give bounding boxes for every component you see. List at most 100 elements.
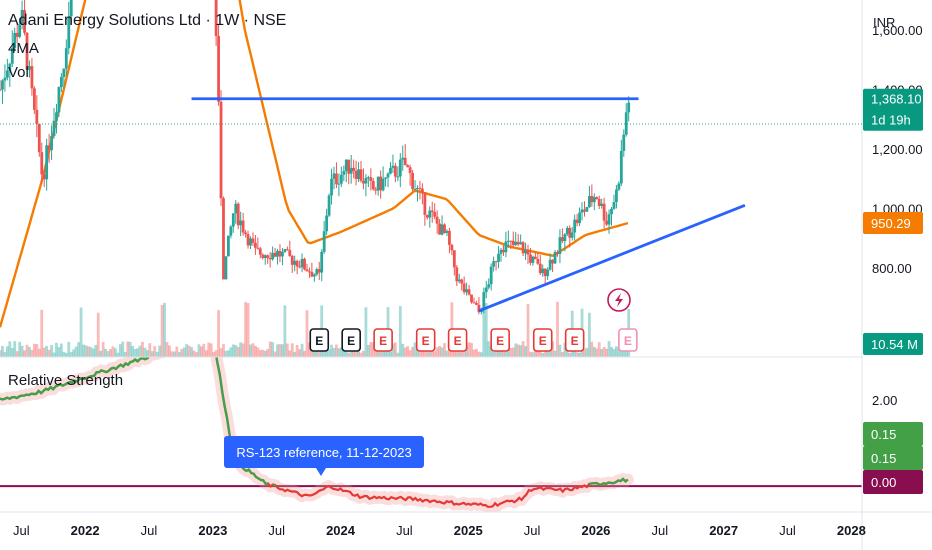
volume-bar bbox=[467, 342, 471, 357]
volume-bar bbox=[465, 346, 469, 357]
volume-bar bbox=[99, 350, 103, 357]
volume-bar bbox=[114, 348, 117, 357]
volume-bar bbox=[197, 344, 201, 357]
svg-text:E: E bbox=[571, 334, 579, 348]
earnings-marker[interactable]: E bbox=[415, 328, 436, 352]
volume-bar bbox=[150, 351, 154, 357]
volume-bar bbox=[519, 345, 523, 357]
candle-body bbox=[3, 77, 7, 81]
ma-indicator-label[interactable]: 4MA bbox=[8, 40, 39, 57]
support-trendline[interactable] bbox=[478, 203, 746, 313]
currency-label[interactable]: INR bbox=[873, 15, 895, 30]
lightning-icon[interactable] bbox=[607, 288, 631, 312]
volume-bar bbox=[438, 346, 441, 357]
candle-body bbox=[551, 259, 554, 264]
candle-body bbox=[327, 195, 331, 216]
volume-bar bbox=[494, 351, 498, 357]
volume-bar bbox=[293, 351, 297, 357]
volume-bar bbox=[362, 350, 365, 357]
time-tick-label: Jul bbox=[779, 523, 796, 538]
volume-bar bbox=[13, 341, 17, 357]
volume-bar bbox=[553, 350, 557, 357]
candle-body bbox=[477, 304, 481, 313]
candle-body bbox=[428, 210, 432, 218]
volume-bar bbox=[55, 342, 58, 357]
volume-bar bbox=[330, 344, 333, 357]
volume-bar bbox=[583, 348, 586, 357]
chart-title[interactable]: Adani Energy Solutions Ltd · 1W · NSE bbox=[8, 12, 287, 29]
earnings-marker[interactable]: E bbox=[564, 328, 585, 352]
volume-bar bbox=[624, 348, 628, 357]
earnings-marker[interactable]: E bbox=[309, 328, 330, 352]
candle-body bbox=[330, 178, 333, 196]
volume-bar bbox=[411, 346, 414, 357]
volume-bar bbox=[398, 306, 402, 357]
svg-text:E: E bbox=[422, 334, 430, 348]
candle-body bbox=[315, 269, 319, 275]
volume-bar bbox=[145, 350, 149, 357]
earnings-marker[interactable]: E bbox=[618, 328, 638, 352]
candle-body bbox=[607, 214, 611, 225]
volume-bar bbox=[335, 344, 338, 357]
candle-body bbox=[602, 203, 606, 221]
grid bbox=[0, 0, 862, 550]
candle-body bbox=[386, 173, 390, 178]
volume-indicator-label[interactable]: Vol bbox=[8, 64, 29, 81]
candle-body bbox=[502, 249, 505, 253]
volume-bar bbox=[172, 351, 176, 357]
volume-bar bbox=[588, 312, 591, 357]
candle-body bbox=[0, 89, 2, 91]
candle-body bbox=[266, 255, 270, 259]
svg-text:E: E bbox=[624, 334, 632, 348]
volume-bar bbox=[177, 352, 181, 357]
candle-body bbox=[226, 235, 230, 257]
candle-body bbox=[42, 174, 46, 180]
trendlines[interactable] bbox=[191, 97, 746, 313]
volume-bar bbox=[69, 352, 73, 357]
volume-bar bbox=[403, 347, 407, 357]
candle-body bbox=[597, 199, 601, 206]
rs-indicator-label[interactable]: Relative Strength bbox=[8, 372, 124, 389]
svg-text:1d 19h: 1d 19h bbox=[871, 113, 911, 128]
candle-body bbox=[521, 242, 525, 254]
candle-body bbox=[256, 247, 260, 249]
earnings-marker[interactable]: E bbox=[447, 328, 468, 352]
candle-body bbox=[298, 266, 302, 268]
volume-bar bbox=[261, 349, 265, 357]
candle-body bbox=[37, 124, 41, 153]
earnings-marker[interactable]: E bbox=[532, 328, 553, 352]
candle-body bbox=[482, 292, 486, 310]
volume-bar bbox=[32, 343, 36, 357]
earnings-marker[interactable]: E bbox=[341, 328, 361, 352]
candle-body bbox=[457, 279, 461, 282]
volume-bar bbox=[585, 347, 589, 357]
volume-bar bbox=[18, 341, 22, 357]
volume-bar bbox=[472, 349, 476, 357]
volume-bar bbox=[3, 352, 7, 357]
candle-body bbox=[506, 240, 510, 242]
volume-bar bbox=[504, 351, 508, 357]
earnings-marker[interactable]: E bbox=[373, 328, 393, 352]
rs-tooltip-text: RS-123 reference, 11-12-2023 bbox=[236, 445, 411, 460]
svg-text:10.54 M: 10.54 M bbox=[871, 337, 918, 352]
candle-body bbox=[357, 169, 360, 179]
candle-body bbox=[548, 259, 552, 270]
candle-body bbox=[393, 165, 397, 177]
candle-body bbox=[546, 269, 550, 277]
time-tick-label: Jul bbox=[524, 523, 541, 538]
volume-bar bbox=[59, 343, 63, 357]
candle-body bbox=[440, 224, 444, 235]
volume-bar bbox=[303, 350, 306, 357]
volume-bar bbox=[111, 346, 115, 357]
volume-bar bbox=[281, 344, 284, 357]
candle-body bbox=[57, 87, 61, 113]
volume-bar bbox=[148, 343, 152, 357]
candle-body bbox=[344, 159, 348, 172]
volume-bar bbox=[165, 342, 169, 357]
earnings-marker[interactable]: E bbox=[490, 328, 510, 352]
volume-bar bbox=[406, 346, 410, 357]
volume-bar bbox=[30, 349, 34, 357]
candle-body bbox=[563, 234, 567, 242]
